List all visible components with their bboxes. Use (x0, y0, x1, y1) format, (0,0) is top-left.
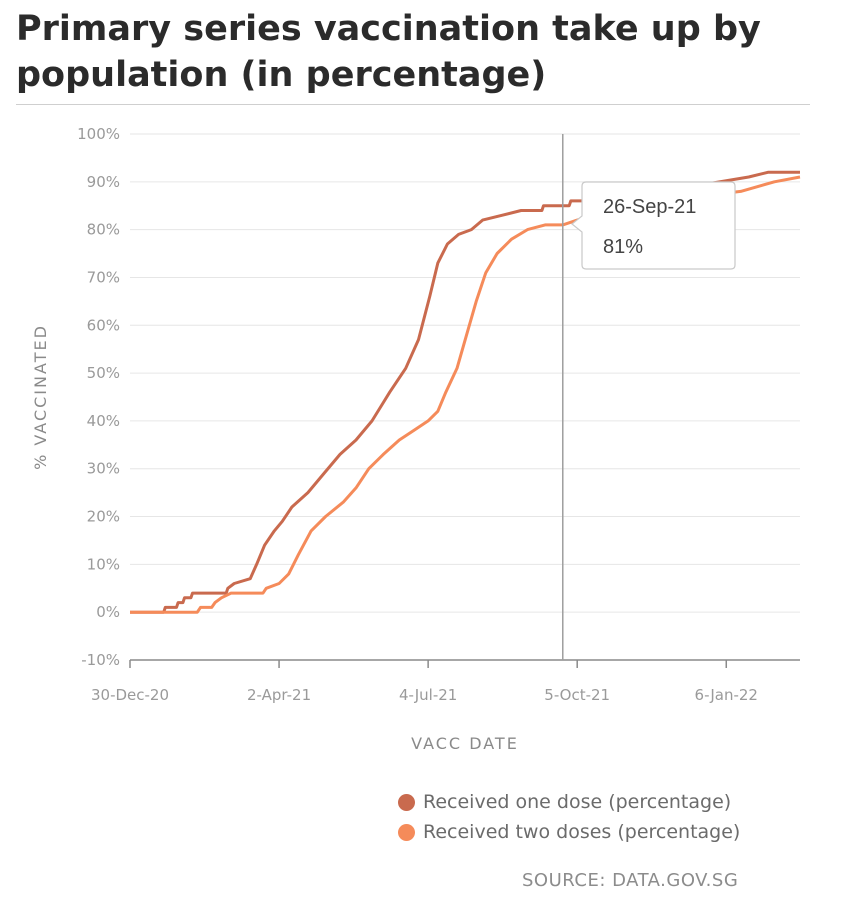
x-tick-label: 5-Oct-21 (544, 686, 610, 704)
legend-label-one-dose: Received one dose (percentage) (423, 791, 732, 813)
chart-title: Primary series vaccination take up by po… (16, 9, 761, 95)
x-tick-label: 4-Jul-21 (399, 686, 457, 704)
y-tick-label: 70% (87, 268, 120, 286)
legend-dot-two-doses (398, 823, 415, 841)
series-line-two-doses[interactable] (130, 175, 801, 614)
y-tick-label: 30% (87, 460, 120, 478)
legend-label-two-doses: Received two doses (percentage) (423, 821, 741, 843)
y-tick-label: -10% (81, 651, 120, 669)
tooltip: 26-Sep-21 81% (571, 181, 736, 270)
x-tick-label: 6-Jan-22 (695, 686, 758, 704)
tooltip-box (571, 181, 736, 270)
y-axis-title: % VACCINATED (31, 324, 50, 470)
y-tick-label: 90% (87, 173, 120, 191)
legend-item-two-doses[interactable]: Received two doses (percentage) (398, 817, 740, 847)
y-tick-label: 20% (87, 508, 120, 526)
legend-dot-one-dose (398, 793, 415, 811)
gridlines (130, 133, 800, 613)
y-tick-label: 10% (87, 555, 120, 573)
y-tick-label: 50% (87, 364, 120, 382)
x-axis-title: VACC DATE (411, 734, 519, 753)
y-tick-label: 0% (96, 603, 120, 621)
series-line-one-dose[interactable] (130, 170, 800, 614)
x-tick-label: 30-Dec-20 (91, 686, 169, 704)
y-tick-label: 60% (87, 316, 120, 334)
legend-item-one-dose[interactable]: Received one dose (percentage) (398, 787, 740, 817)
tooltip-date: 26-Sep-21 (603, 196, 696, 218)
x-axis: 30-Dec-20 2-Apr-21 4-Jul-21 5-Oct-21 6-Jan-2… (91, 659, 800, 704)
source-note: SOURCE: DATA.GOV.SG (522, 870, 739, 891)
y-axis-ticks: -10% 0% 10% 20% 30% 40% 50% 60% 70% 80% 90% 100% (77, 125, 120, 669)
y-tick-label: 40% (87, 412, 120, 430)
line-chart: -10% 0% 10% 20% 30% 40% 50% 60% 70% 80% 90% 100% 30… (31, 125, 801, 753)
legend: Received one dose (percentage) Received … (398, 787, 740, 847)
tooltip-value: 81% (603, 236, 643, 258)
title-divider (16, 104, 810, 105)
y-tick-label: 80% (87, 221, 120, 239)
series-lines (130, 170, 801, 614)
x-tick-label: 2-Apr-21 (247, 686, 311, 704)
y-tick-label: 100% (77, 125, 120, 143)
